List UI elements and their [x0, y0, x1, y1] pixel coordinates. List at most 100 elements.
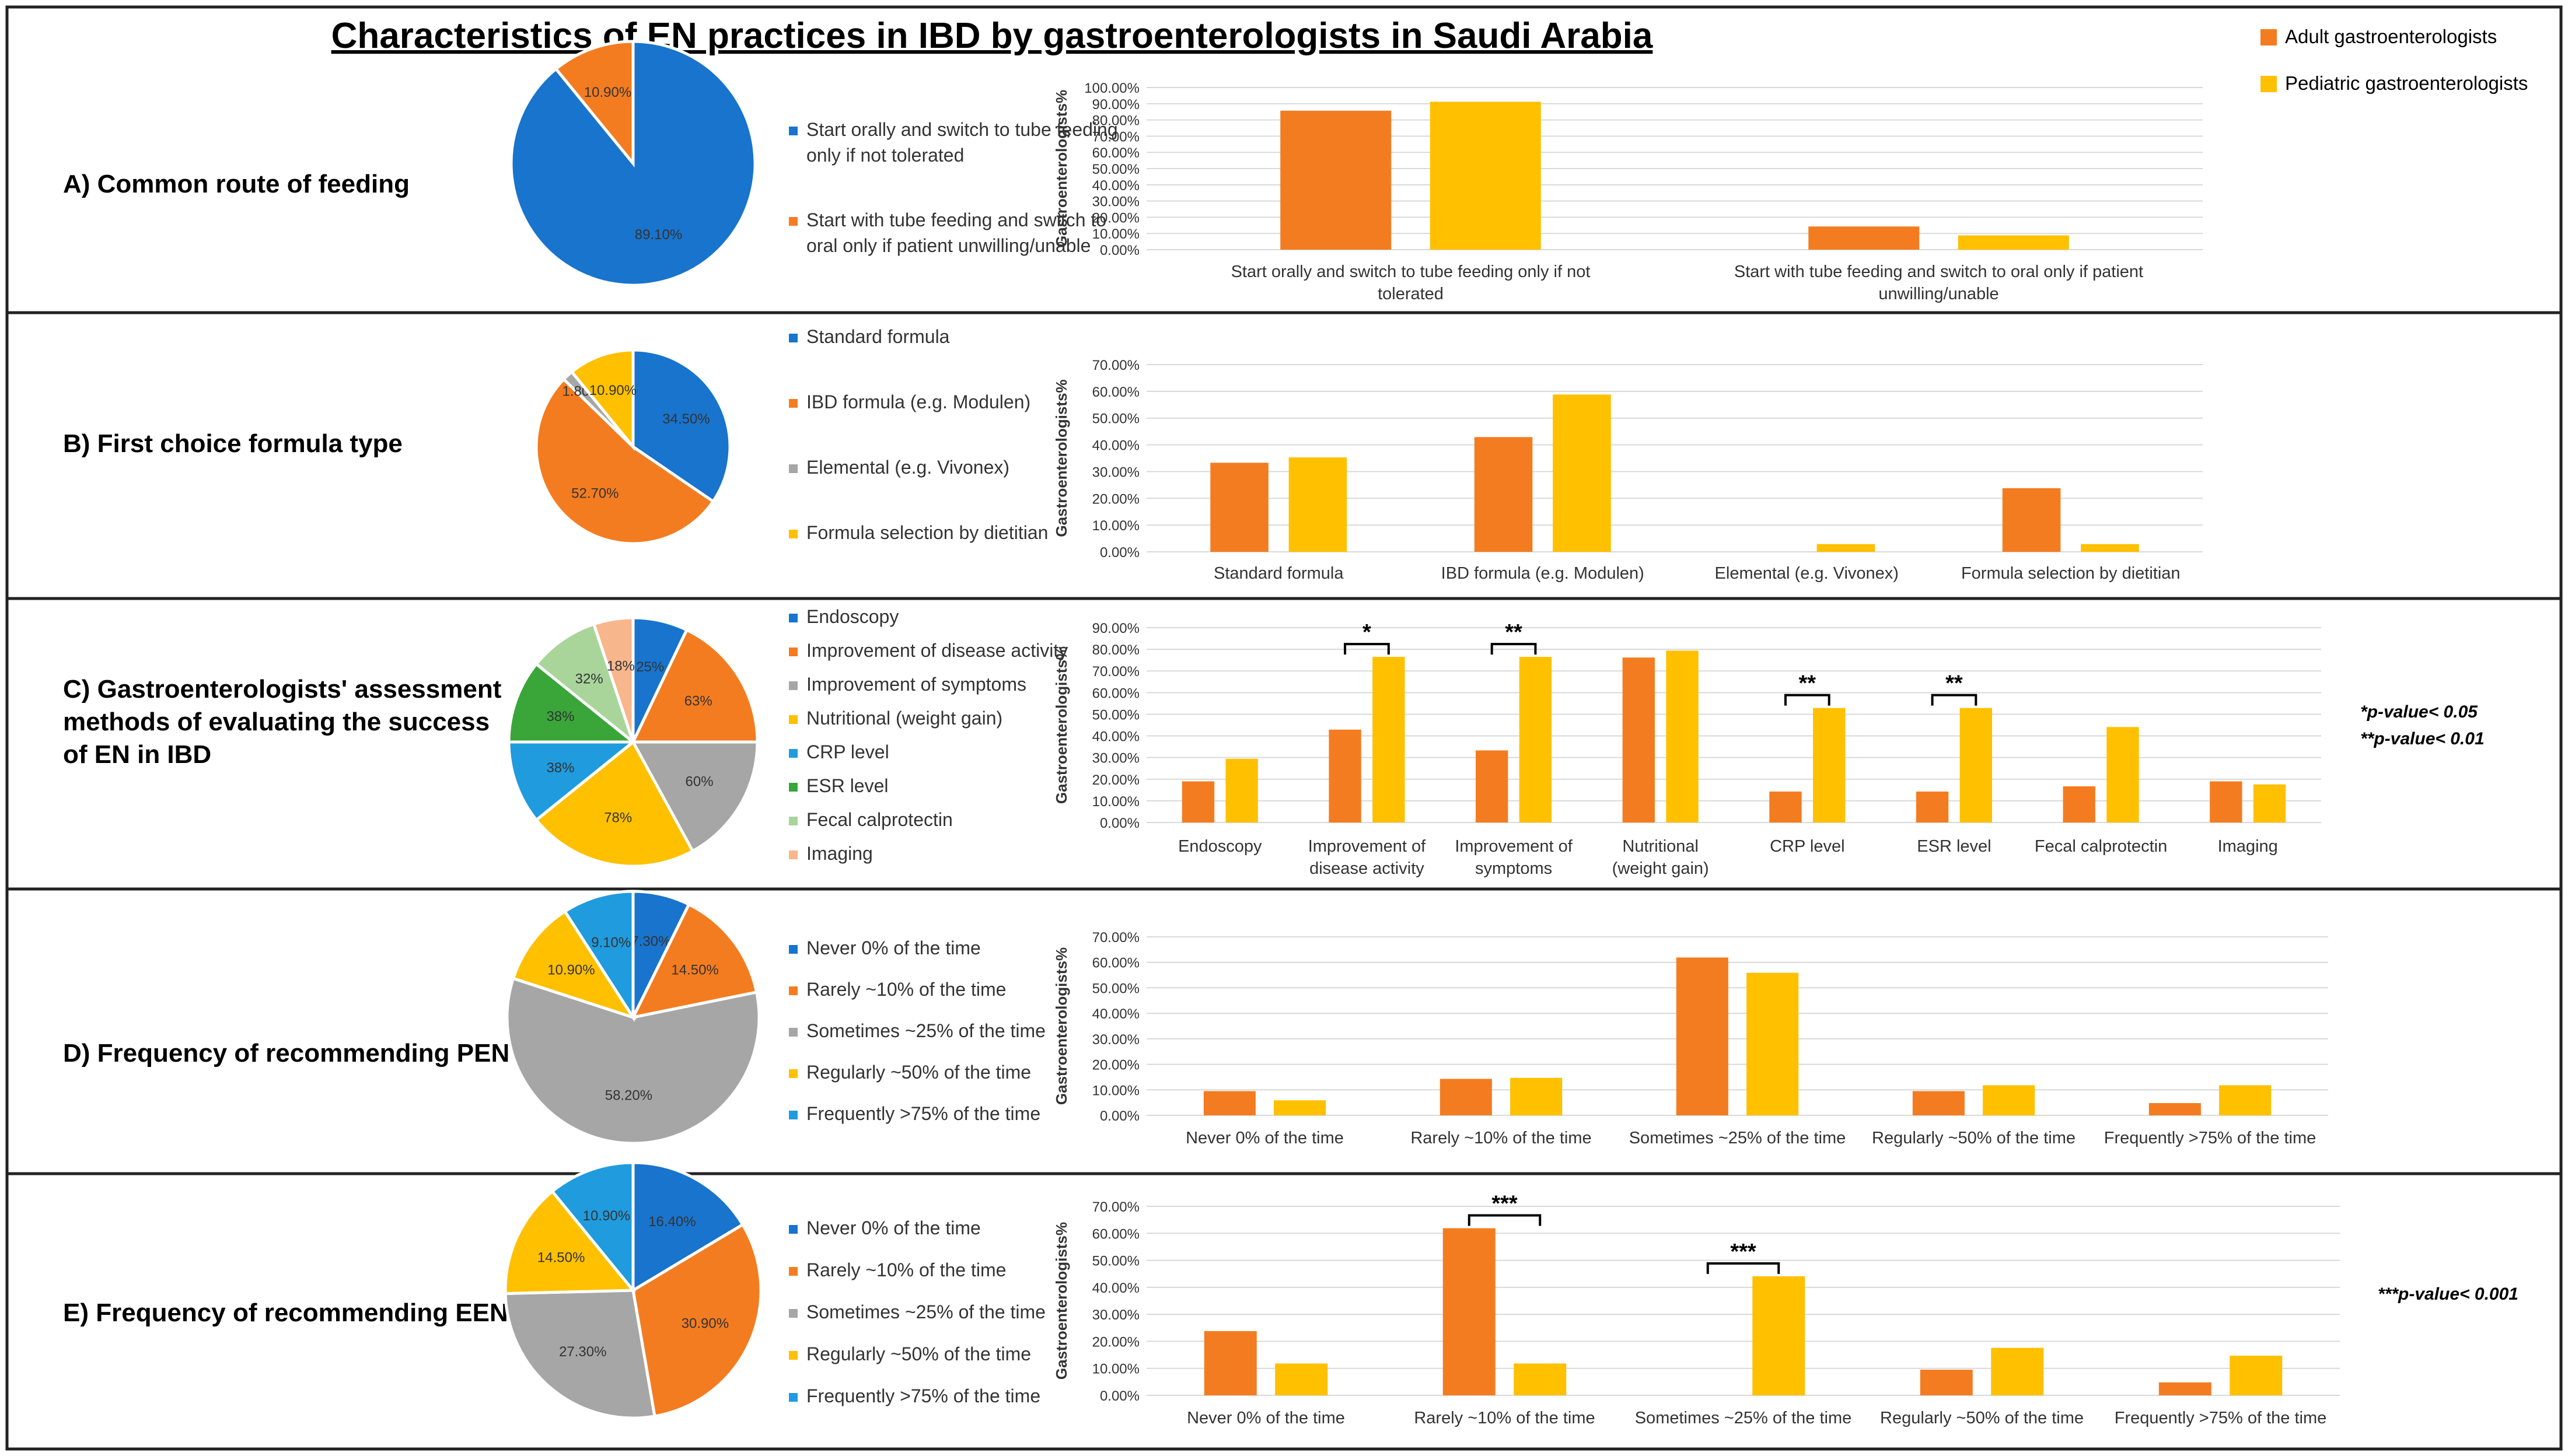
y-tick-label: 50.00% — [1092, 1254, 1140, 1269]
pie-legend-label: Regularly ~50% of the time — [806, 1343, 1031, 1364]
pie-legend-label: IBD formula (e.g. Modulen) — [806, 391, 1030, 412]
pie-legend-label: Frequently >75% of the time — [806, 1385, 1040, 1406]
y-tick-label: 30.00% — [1092, 1032, 1140, 1048]
bar-pediatric — [1959, 708, 1992, 822]
bar-adult — [1474, 437, 1533, 552]
x-category-label: unwilling/unable — [1878, 285, 1999, 303]
pie-legend-swatch — [789, 945, 798, 954]
y-tick-label: 30.00% — [1092, 194, 1140, 210]
y-tick-label: 40.00% — [1092, 438, 1140, 454]
pie-slice-label: 63% — [684, 694, 712, 709]
pie-slice-label: 7.30% — [631, 934, 670, 950]
x-category-label: Sometimes ~25% of the time — [1635, 1409, 1852, 1427]
pie-legend-label: Nutritional (weight gain) — [806, 708, 1002, 729]
y-tick-label: 30.00% — [1092, 1307, 1140, 1323]
pie-slice — [505, 977, 761, 1145]
pie-slice-label: 25% — [636, 659, 664, 675]
pie-legend-swatch — [789, 850, 798, 859]
x-category-label: Elemental (e.g. Vivonex) — [1715, 564, 1899, 583]
bar-pediatric — [1225, 758, 1258, 822]
pie-legend-label: Fecal calprotectin — [806, 809, 953, 830]
x-category-label: CRP level — [1770, 837, 1844, 856]
panel-label-line: A) Common route of feeding — [63, 170, 410, 198]
pie-legend-swatch — [789, 530, 798, 538]
pie-legend-label: Improvement of symptoms — [806, 674, 1026, 695]
x-category-label: Imaging — [2218, 837, 2278, 856]
x-category-label: Regularly ~50% of the time — [1872, 1129, 2076, 1147]
significance-marker: ** — [1945, 671, 1963, 696]
pie-chart: 89.10% 10.90% — [509, 40, 757, 287]
y-tick-label: 70.00% — [1092, 664, 1140, 680]
pie-slice — [631, 1222, 763, 1418]
y-tick-label: 60.00% — [1092, 956, 1140, 971]
bar-pediatric — [1813, 708, 1846, 822]
bar-adult — [1182, 781, 1215, 822]
bar-adult — [1676, 957, 1728, 1115]
bar-pediatric — [2253, 784, 2286, 822]
bar-adult — [1920, 1370, 1973, 1395]
pie-legend-label: Imaging — [806, 843, 873, 864]
y-tick-label: 10.00% — [1092, 1083, 1140, 1098]
significance-bracket — [1344, 643, 1390, 655]
bar-adult — [2210, 781, 2242, 822]
pie-slice-label: 78% — [604, 810, 632, 826]
panel-c: C) Gastroenterologists' assessment method… — [7, 597, 2561, 878]
pie-legend-swatch — [789, 1309, 798, 1318]
panel-label-line: B) First choice formula type — [63, 429, 403, 458]
y-axis-title: Gastroenterologists% — [1053, 379, 1070, 537]
bar-adult — [1280, 110, 1392, 250]
bar-adult — [1622, 657, 1655, 822]
y-tick-label: 80.00% — [1092, 113, 1140, 129]
p-value-note: ***p-value< 0.001 — [2378, 1284, 2518, 1304]
bar-pediatric — [1274, 1100, 1326, 1115]
y-tick-label: 60.00% — [1092, 1226, 1140, 1242]
pie-legend-swatch — [789, 334, 798, 342]
x-category-label: Fecal calprotectin — [2035, 837, 2167, 856]
panel-d: D) Frequency of recommending PEN7.30%14.… — [7, 887, 2561, 1147]
y-tick-label: 70.00% — [1092, 930, 1140, 946]
pie-legend-swatch — [789, 783, 798, 792]
pie-slice — [504, 1289, 656, 1420]
y-tick-label: 0.00% — [1100, 1108, 1140, 1124]
y-tick-label: 0.00% — [1100, 816, 1140, 831]
x-category-label: Rarely ~10% of the time — [1410, 1129, 1591, 1147]
y-tick-label: 50.00% — [1092, 707, 1140, 723]
bar-pediatric — [2081, 544, 2139, 552]
x-category-label: tolerated — [1378, 285, 1444, 303]
pie-slice-label: 14.50% — [537, 1250, 585, 1265]
y-tick-label: 20.00% — [1092, 491, 1140, 507]
y-tick-label: 10.00% — [1092, 794, 1140, 810]
pie-slice — [631, 348, 732, 504]
pie-legend-label: Never 0% of the time — [806, 937, 981, 958]
pie-slice-label: 34.50% — [662, 411, 710, 427]
x-category-label: Nutritional — [1622, 837, 1699, 856]
y-tick-label: 70.00% — [1092, 358, 1140, 373]
bar-chart: 0.00% 10.00% 20.00% 30.00% 40.00% 50.00% 60.00… — [1053, 930, 2328, 1147]
pie-legend-swatch — [789, 749, 798, 758]
pie-legend-swatch — [789, 464, 798, 473]
bar-pediatric — [1514, 1363, 1567, 1395]
x-category-label: Standard formula — [1214, 564, 1344, 583]
pie-legend-swatch — [789, 614, 798, 622]
significance-bracket — [1784, 694, 1830, 706]
pie-legend-label: oral only if patient unwilling/unable — [806, 235, 1091, 256]
pie-legend: Never 0% of the time Rarely ~10% of the t… — [789, 1217, 1046, 1406]
y-tick-label: 0.00% — [1100, 1388, 1140, 1404]
y-tick-label: 10.00% — [1092, 226, 1140, 242]
panel-label-line: of EN in IBD — [63, 740, 211, 769]
pie-legend-label: Endoscopy — [806, 606, 899, 627]
pie-slice-label: 10.90% — [547, 962, 595, 978]
pie-slice-label: 30.90% — [682, 1316, 729, 1332]
pie-slice — [534, 622, 637, 747]
significance-marker: *** — [1730, 1240, 1756, 1264]
y-tick-label: 20.00% — [1092, 1334, 1140, 1350]
y-tick-label: 90.00% — [1092, 621, 1140, 636]
pie-slice-label: 38% — [546, 760, 574, 776]
y-tick-label: 0.00% — [1100, 243, 1140, 258]
y-tick-label: 70.00% — [1092, 1199, 1140, 1215]
pie-legend-label: Regularly ~50% of the time — [806, 1062, 1031, 1083]
pie-slice — [511, 909, 637, 1020]
pie-legend: Standard formula IBD formula (e.g. Module… — [789, 326, 1048, 543]
